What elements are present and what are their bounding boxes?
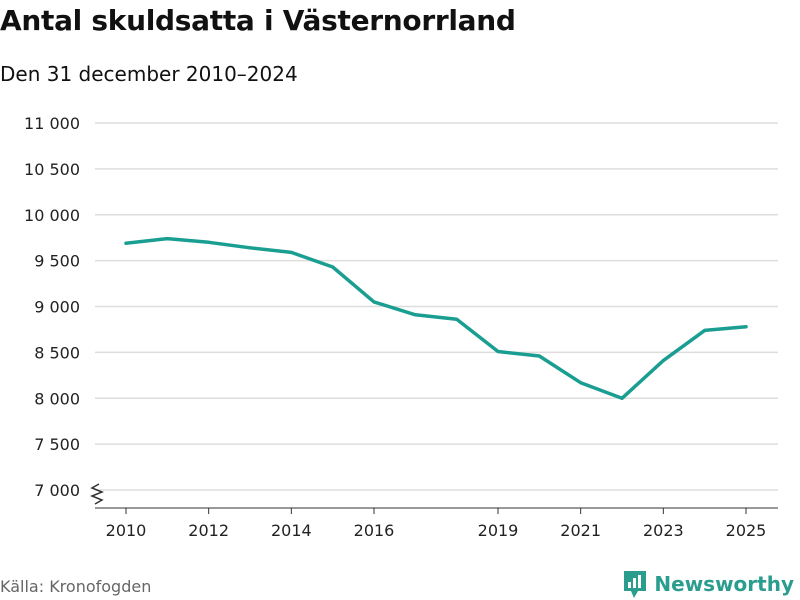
data-point — [537, 354, 541, 358]
x-axis: 2010 2012 2014 2016 2019 2021 2023 2025 — [89, 483, 778, 540]
data-point — [455, 317, 459, 321]
x-tick-label: 2019 — [478, 521, 519, 540]
data-point — [413, 313, 417, 317]
data-point — [124, 241, 128, 245]
source-note: Källa: Kronofogden — [0, 577, 152, 596]
brand-logo: Newsworthy — [622, 568, 794, 600]
series-group — [124, 236, 748, 401]
x-tick-label: 2016 — [354, 521, 395, 540]
data-point — [744, 325, 748, 329]
x-tick-label: 2010 — [106, 521, 147, 540]
series-line — [124, 236, 748, 401]
brand-name: Newsworthy — [654, 572, 794, 596]
data-point — [703, 328, 707, 332]
y-tick-label: 10 000 — [24, 206, 80, 225]
y-tick-label: 7 000 — [34, 481, 80, 500]
x-tick-label: 2025 — [726, 521, 767, 540]
y-tick-label: 9 500 — [34, 252, 80, 271]
y-tick-label: 8 000 — [34, 389, 80, 408]
x-tick-label: 2021 — [560, 521, 601, 540]
y-axis-labels: 7 000 7 500 8 000 8 500 9 000 9 500 10 000 10 5… — [24, 114, 80, 500]
axis-break-icon — [89, 483, 105, 505]
newsworthy-logo-icon — [624, 571, 647, 598]
data-point — [661, 359, 665, 363]
y-tick-label: 10 500 — [24, 160, 80, 179]
x-tick-label: 2012 — [188, 521, 229, 540]
data-point — [372, 300, 376, 304]
data-point — [331, 265, 335, 269]
gridlines — [95, 122, 778, 491]
x-tick-label: 2014 — [271, 521, 312, 540]
y-tick-label: 11 000 — [24, 114, 80, 133]
data-point — [165, 237, 169, 241]
data-point — [620, 396, 624, 400]
data-point — [579, 381, 583, 385]
data-point — [289, 250, 293, 254]
x-tick-label: 2023 — [643, 521, 684, 540]
y-tick-label: 9 000 — [34, 298, 80, 317]
data-point — [207, 240, 211, 244]
data-point — [496, 349, 500, 353]
chart-subtitle: Den 31 december 2010–2024 — [0, 62, 298, 86]
y-tick-label: 7 500 — [34, 435, 80, 454]
data-point — [248, 246, 252, 250]
y-tick-label: 8 500 — [34, 343, 80, 362]
chart-title: Antal skuldsatta i Västernorrland — [0, 4, 516, 37]
